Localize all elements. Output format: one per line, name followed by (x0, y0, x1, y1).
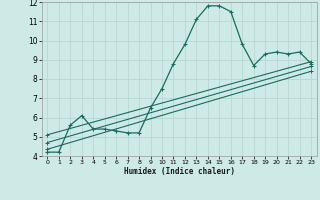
X-axis label: Humidex (Indice chaleur): Humidex (Indice chaleur) (124, 167, 235, 176)
